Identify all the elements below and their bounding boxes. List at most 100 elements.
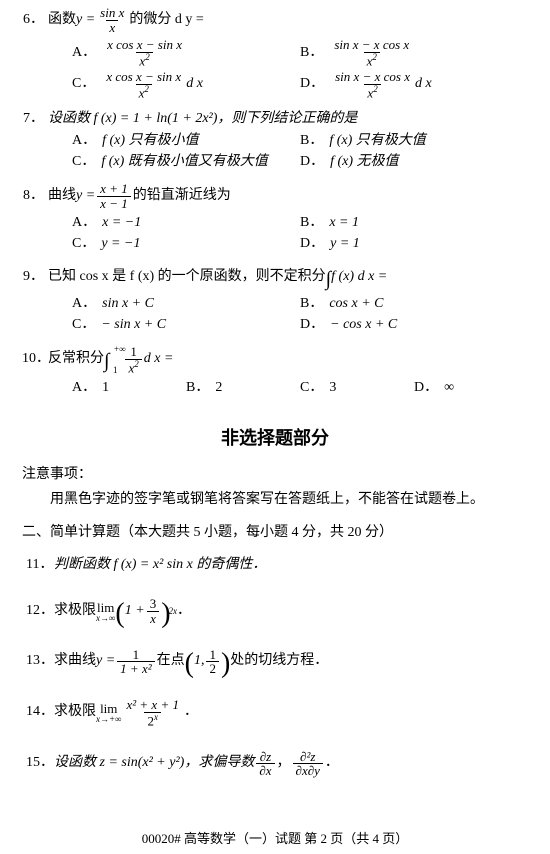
frac-den: x2	[136, 52, 152, 68]
q10-option-c: C． 3	[300, 379, 414, 398]
t: 1	[102, 379, 109, 398]
q12-text: 求极限 lim x→∞ ( 1 + 3 x ) 2x ．	[54, 597, 191, 625]
l: B．	[300, 214, 323, 233]
post: 处的切线方程．	[230, 652, 328, 671]
l: C．	[72, 235, 95, 254]
l: D．	[414, 379, 438, 398]
inner: 1 +	[125, 602, 145, 621]
frac: 1 1 + x²	[117, 648, 154, 676]
q9-number: 9．	[22, 268, 48, 287]
l: A．	[72, 214, 96, 233]
frac-num: sin x − x cos x	[332, 70, 413, 84]
post: ．	[177, 602, 191, 621]
t: x = −1	[102, 214, 141, 233]
frac-den: x2	[136, 84, 152, 100]
q12-number: 12．	[26, 602, 54, 621]
l: C．	[300, 379, 323, 398]
option-frac: sin x − x cos x x2	[332, 70, 413, 100]
q8-text: 曲线 y = x + 1 x − 1 的铅直渐近线为	[48, 182, 231, 210]
q10-option-a: A． 1	[72, 379, 186, 398]
lim-under: x→∞	[96, 614, 115, 623]
pt-frac: 1 2	[206, 648, 219, 676]
partial-2: ∂²z ∂x∂y	[293, 750, 323, 778]
t: f (x) 只有极小值	[102, 132, 198, 151]
definite-integral: ∫ +∞ 1	[104, 346, 109, 373]
pre: 求极限	[54, 703, 96, 722]
q6-y: y =	[76, 11, 95, 30]
t: f (x) 既有极小值又有极大值	[101, 153, 267, 172]
q7-option-b: B．f (x) 只有极大值	[300, 132, 528, 151]
q15-text: 设函数 z = sin(x² + y²)，求偏导数 ∂z ∂x ， ∂²z ∂x…	[54, 750, 339, 778]
question-8: 8． 曲线 y = x + 1 x − 1 的铅直渐近线为 A．x = −1 B…	[22, 182, 528, 254]
d: ∂x	[256, 763, 274, 778]
mid: 在点	[157, 652, 185, 671]
limit: lim x→+∞	[96, 702, 121, 724]
l: A．	[72, 379, 96, 398]
pre: 设函数 z = sin(x² + y²)，求偏导数	[54, 754, 254, 773]
l: A．	[72, 132, 96, 151]
suffix: d x	[186, 75, 203, 94]
pre: 已知 cos x 是 f (x) 的一个原函数，则不定积分	[48, 268, 326, 287]
q6-number: 6．	[22, 11, 48, 30]
notice-body: 用黑色字迹的签字笔或钢笔将答案写在答题纸上，不能答在试题卷上。	[22, 491, 528, 510]
q8-option-d: D．y = 1	[300, 235, 528, 254]
question-6: 6． 函数 y = sin x x 的微分 d y = A． x cos x −…	[22, 6, 528, 100]
s: 2	[145, 52, 150, 62]
question-10: 10． 反常积分 ∫ +∞ 1 1 x2 d x = A． 1 B． 2 C． 3 D…	[22, 345, 528, 398]
integral-sign: ∫	[104, 350, 109, 372]
l: B．	[300, 295, 323, 314]
suffix: d x	[415, 75, 432, 94]
t: 2	[215, 379, 222, 398]
n: 3	[147, 597, 160, 611]
ds: x	[154, 712, 158, 722]
option-label: D．	[300, 75, 324, 94]
d: 1 + x²	[117, 661, 154, 676]
frac: x + 1 x − 1	[97, 182, 131, 210]
q6-frac-num: sin x	[97, 6, 127, 20]
l: D．	[300, 153, 324, 172]
q9-option-d: D．− cos x + C	[300, 316, 528, 335]
frac-num: x cos x − sin x	[103, 70, 184, 84]
s: 2	[373, 84, 378, 94]
frac: 3 x	[147, 597, 160, 625]
question-15: 15． 设函数 z = sin(x² + y²)，求偏导数 ∂z ∂x ， ∂²…	[22, 750, 528, 778]
frac-den: x2	[364, 52, 380, 68]
t: − sin x + C	[101, 316, 166, 335]
n: x + 1	[97, 182, 131, 196]
s: 2	[372, 52, 377, 62]
upper-limit: +∞	[114, 343, 126, 355]
q6-frac-den: x	[106, 20, 118, 35]
t: x = 1	[329, 214, 359, 233]
q9-option-c: C．− sin x + C	[72, 316, 300, 335]
q10-option-b: B． 2	[186, 379, 300, 398]
q8-option-c: C．y = −1	[72, 235, 300, 254]
q13-text: 求曲线 y = 1 1 + x² 在点 ( 1 , 1 2 ) 处的切线方程．	[54, 648, 328, 676]
q7-option-d: D．f (x) 无极值	[300, 153, 528, 172]
notice-heading: 注意事项：	[22, 466, 528, 485]
t: 3	[329, 379, 336, 398]
q10-text: 反常积分 ∫ +∞ 1 1 x2 d x =	[48, 345, 173, 375]
pre: 求曲线	[54, 652, 96, 671]
integral-sign: ∫	[326, 266, 331, 293]
t: f (x) 只有极大值	[329, 132, 425, 151]
pt-x: 1	[194, 652, 201, 671]
option-label: A．	[72, 44, 96, 63]
q7-option-c: C．f (x) 既有极小值又有极大值	[72, 153, 300, 172]
option-frac: x cos x − sin x x2	[104, 38, 185, 68]
question-9: 9． 已知 cos x 是 f (x) 的一个原函数，则不定积分 ∫ f (x)…	[22, 264, 528, 335]
pre: 求极限	[54, 602, 96, 621]
pre: 曲线	[48, 187, 76, 206]
l: B．	[186, 379, 209, 398]
option-label: B．	[300, 44, 323, 63]
option-frac: x cos x − sin x x2	[103, 70, 184, 100]
q6-stem: 6． 函数 y = sin x x 的微分 d y =	[22, 6, 528, 34]
q9-option-a: A．sin x + C	[72, 295, 300, 314]
question-12: 12． 求极限 lim x→∞ ( 1 + 3 x ) 2x ．	[22, 597, 528, 625]
t: sin x + C	[102, 295, 154, 314]
q6-post: 的微分 d y =	[129, 11, 203, 30]
frac: x² + x + 1 2x	[123, 698, 181, 728]
q10-option-d: D．∞	[414, 379, 528, 398]
q10-number: 10．	[22, 350, 48, 369]
option-label: C．	[72, 75, 95, 94]
q8-option-b: B． x = 1	[300, 214, 528, 233]
